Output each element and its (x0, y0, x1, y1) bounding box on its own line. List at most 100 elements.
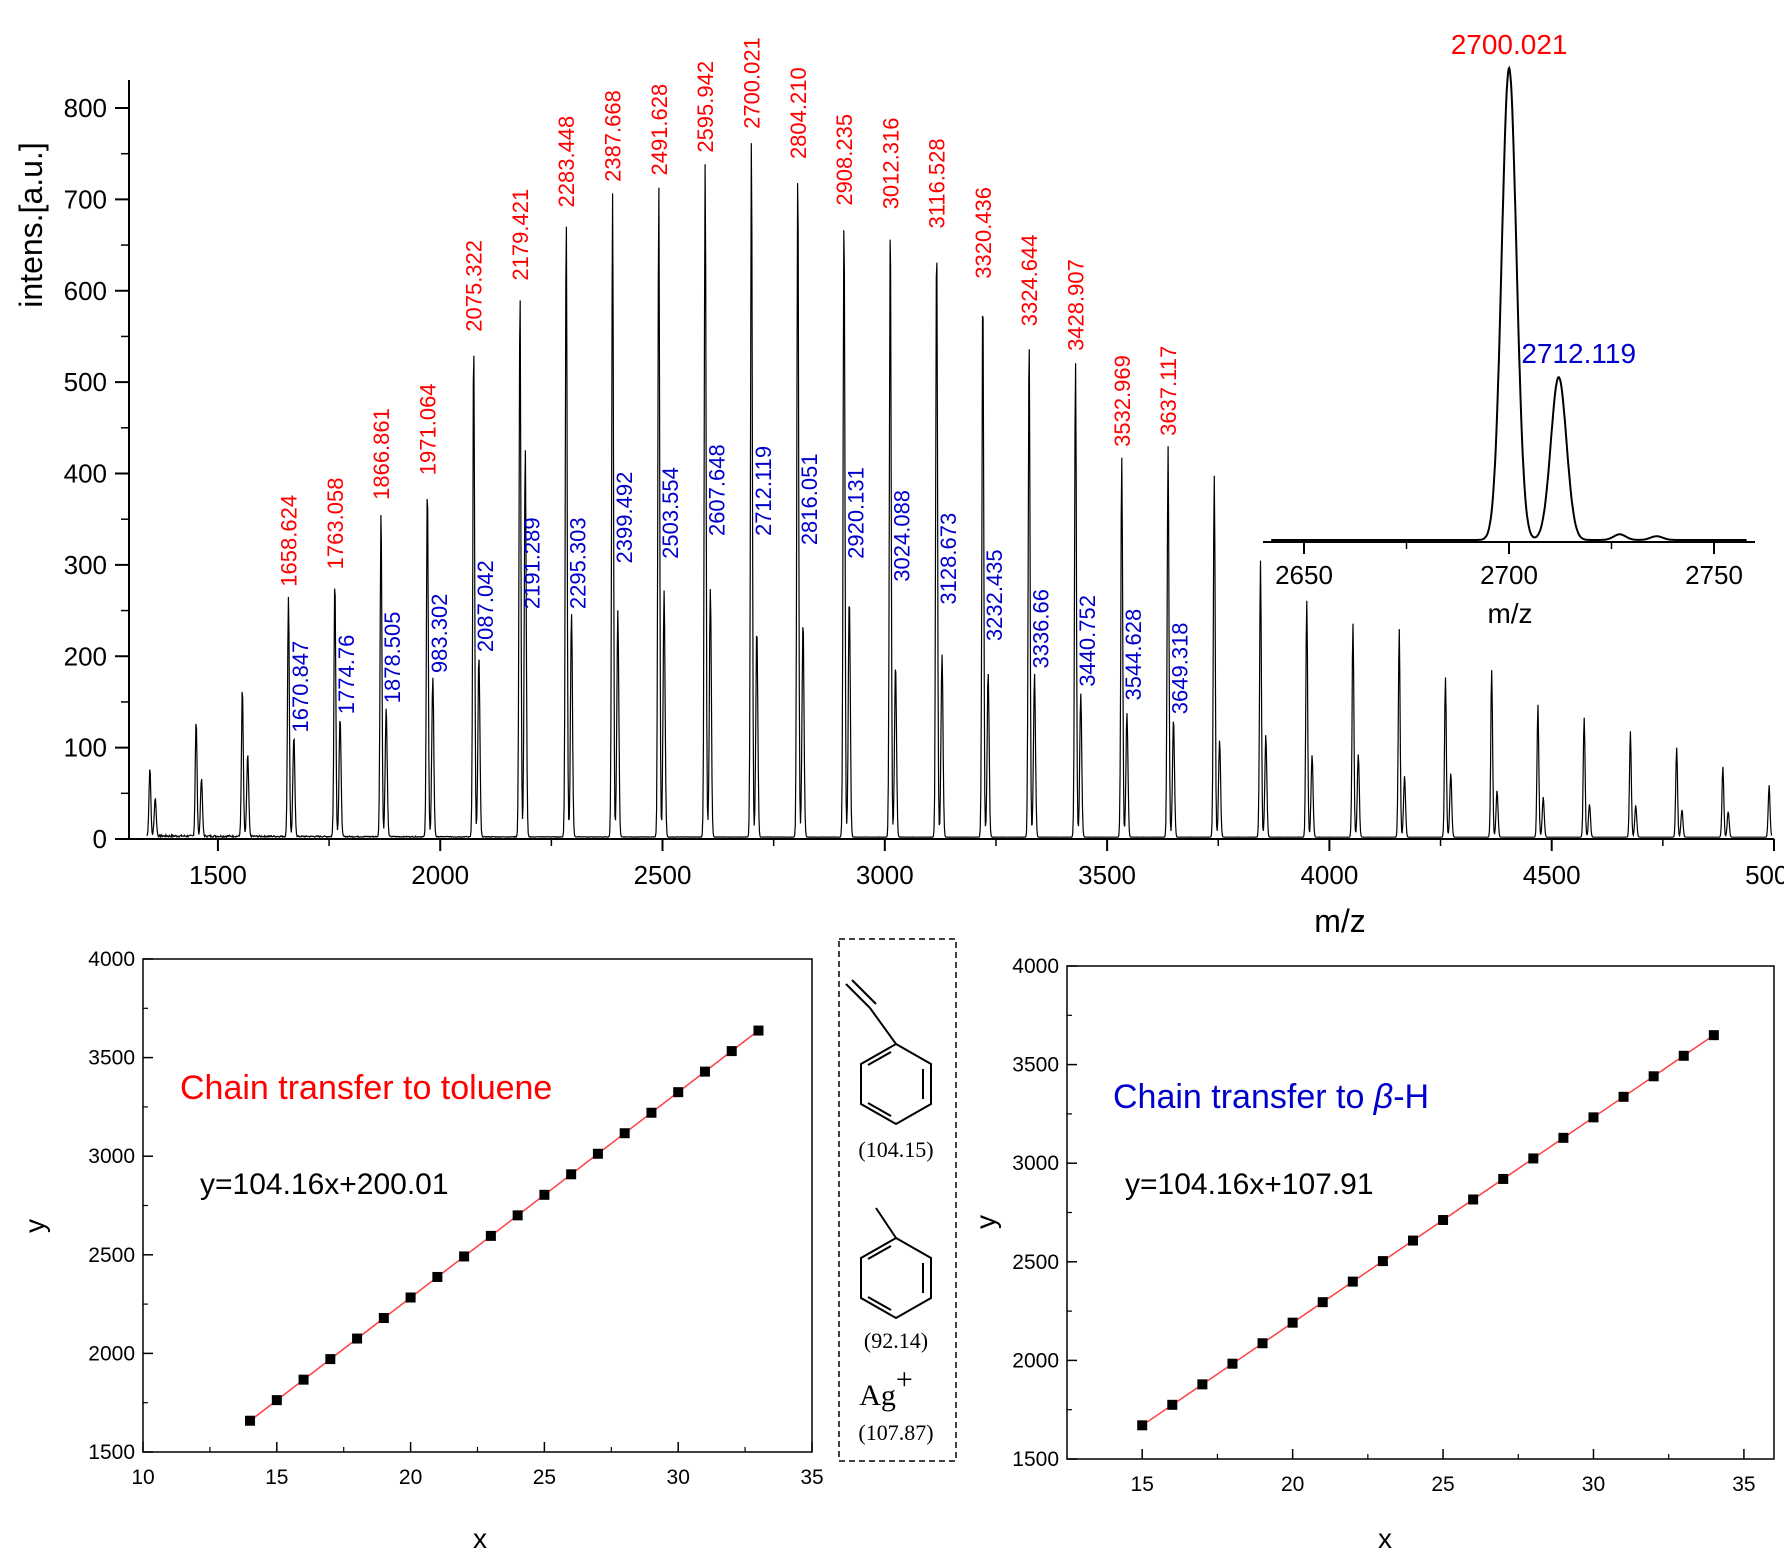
beta-h-annotation-prefix: Chain transfer to (1113, 1078, 1374, 1116)
beta-h-y-tick-label: 2000 (1012, 1349, 1059, 1372)
toluene-data-point (753, 1025, 764, 1036)
spectrum-y-tick-label: 300 (64, 550, 107, 580)
toluene-data-point (405, 1292, 416, 1303)
beta-h-x-tick-label: 15 (1131, 1473, 1154, 1496)
toluene-fit-points (245, 1025, 764, 1426)
inset-x-tick-label: 2750 (1685, 560, 1743, 590)
toluene-x-tick-label: 15 (265, 1466, 288, 1489)
beta-h-data-point (1468, 1194, 1479, 1205)
beta-h-data-point (1347, 1276, 1358, 1287)
beta-h-data-point (1588, 1112, 1599, 1123)
beta-h-x-tick-label: 30 (1582, 1473, 1605, 1496)
toluene-data-point (566, 1169, 577, 1180)
red-peak-label: 2908.235 (832, 114, 857, 206)
beta-h-fit-line (1141, 1034, 1715, 1427)
structures-box: (104.15) (92.14) Ag+ (107.87) (838, 938, 957, 1462)
red-peak-label: 2804.210 (786, 67, 811, 159)
blue-peak-label: 2920.131 (843, 467, 868, 559)
red-peak-label: 1866.861 (369, 408, 394, 500)
red-peak-label: 3532.969 (1110, 355, 1135, 447)
beta-h-y-tick-label: 1500 (1012, 1448, 1059, 1471)
blue-peak-label: 983.302 (427, 594, 452, 674)
blue-peak-label: 2191.289 (519, 517, 544, 609)
toluene-mass: (92.14) (864, 1328, 928, 1353)
spectrum-y-tick-label: 600 (64, 276, 107, 306)
silver-mass: (107.87) (858, 1420, 933, 1445)
beta-h-data-point (1498, 1173, 1509, 1184)
peak-labels: 1658.624 1763.058 1866.861 1971.064 2075.322… (276, 37, 1192, 732)
toluene-data-point (245, 1415, 256, 1426)
spectrum-y-tick-label: 0 (93, 824, 107, 854)
spectrum-y-tick-label: 700 (64, 184, 107, 214)
styrene-structure (845, 979, 932, 1126)
blue-peak-label: 2607.648 (704, 444, 729, 536)
beta-h-data-point (1257, 1338, 1268, 1349)
red-peak-label: 3320.436 (971, 187, 996, 279)
toluene-data-point (298, 1374, 309, 1385)
red-peak-label: 1658.624 (276, 495, 301, 587)
blue-peak-label: 2295.303 (566, 517, 591, 609)
blue-peak-label: 1670.847 (288, 641, 313, 733)
red-peak-label: 3116.528 (925, 138, 950, 228)
spectrum-trace-group (146, 143, 1773, 839)
toluene-data-point (378, 1313, 389, 1324)
red-peak-label: 2387.668 (601, 90, 626, 182)
beta-h-equation: y=104.16x+107.91 (1125, 1168, 1374, 1201)
toluene-data-point (271, 1395, 282, 1406)
beta-h-x-axis-title: x (1378, 1523, 1392, 1554)
inset-x-tick-label: 2700 (1480, 560, 1538, 590)
toluene-x-tick-label: 20 (399, 1466, 422, 1489)
toluene-x-tick-label: 30 (667, 1466, 690, 1489)
blue-peak-label: 3649.318 (1167, 622, 1192, 714)
red-peak-label: 2595.942 (693, 61, 718, 153)
red-peak-label: 3637.117 (1156, 346, 1181, 436)
toluene-data-point (646, 1107, 657, 1118)
inset-blue-label: 2712.119 (1521, 338, 1636, 369)
spectrum-x-tick-label: 2500 (634, 860, 692, 890)
inset-peak-labels: 2700.021 2712.119 (1451, 29, 1636, 369)
spectrum-x-tick-label: 3500 (1078, 860, 1136, 890)
beta-h-y-axis-title: y (970, 1215, 1001, 1229)
blue-peak-label: 2503.554 (658, 467, 683, 559)
blue-peak-label: 3232.435 (982, 549, 1007, 641)
beta-h-data-point (1678, 1050, 1689, 1061)
blue-peak-label: 3440.752 (1075, 595, 1100, 687)
beta-h-data-point (1287, 1317, 1298, 1328)
beta-h-annotation: Chain transfer to β-H (1113, 1078, 1429, 1116)
toluene-plot-frame (142, 958, 813, 1453)
red-peak-label: 2283.448 (554, 116, 579, 208)
spectrum-y-tick-label: 100 (64, 733, 107, 763)
inset-chart: 2650 2700 2750 2700.021 2712.119 m/z (1263, 29, 1755, 629)
spectrum-x-tick-label: 4000 (1300, 860, 1358, 890)
beta-h-data-point (1558, 1132, 1569, 1143)
beta-h-x-tick-label: 35 (1732, 1473, 1755, 1496)
toluene-fit-axes: 10 15 20 25 30 35 1500 2000 2500 3000 3500 4000 (88, 948, 823, 1489)
spectrum-x-tick-label: 4500 (1523, 860, 1581, 890)
inset-trace-group (1271, 65, 1747, 541)
red-peak-label: 1763.058 (323, 478, 348, 570)
toluene-fit-chart: 10 15 20 25 30 35 1500 2000 2500 3000 3500 4000 Cha… (19, 948, 824, 1554)
toluene-x-tick-label: 35 (800, 1466, 823, 1489)
toluene-y-tick-label: 2500 (88, 1244, 135, 1267)
beta-h-fit-axes: 15 20 25 30 35 1500 2000 2500 3000 3500 4000 (1012, 955, 1775, 1496)
toluene-y-tick-label: 3000 (88, 1145, 135, 1168)
blue-peak-label: 3544.628 (1121, 609, 1146, 701)
beta-h-data-point (1438, 1214, 1449, 1225)
beta-h-y-tick-label: 4000 (1012, 955, 1059, 978)
red-peak-label: 2179.421 (508, 189, 533, 281)
inset-trace (1271, 65, 1747, 541)
toluene-data-point (512, 1210, 523, 1221)
red-peak-label: 3324.644 (1017, 234, 1042, 326)
spectrum-y-tick-label: 400 (64, 459, 107, 489)
toluene-x-axis-title: x (473, 1523, 487, 1554)
toluene-data-point (673, 1087, 684, 1098)
beta-h-y-tick-label: 2500 (1012, 1251, 1059, 1274)
beta-h-data-point (1377, 1256, 1388, 1267)
toluene-y-axis-title: y (19, 1219, 50, 1233)
beta-h-y-tick-label: 3000 (1012, 1152, 1059, 1175)
beta-h-data-point (1317, 1297, 1328, 1308)
toluene-data-point (539, 1189, 550, 1200)
beta-h-data-point (1167, 1399, 1178, 1410)
